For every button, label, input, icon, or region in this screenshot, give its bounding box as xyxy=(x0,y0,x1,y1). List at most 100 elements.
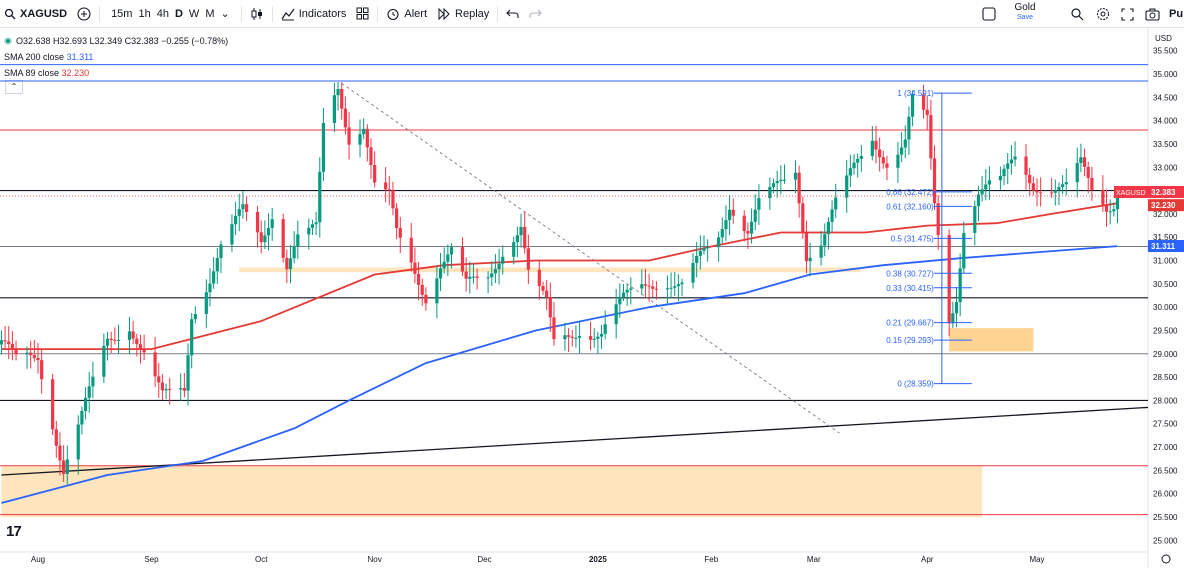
candle-body xyxy=(793,172,798,180)
snapshot-button[interactable] xyxy=(1145,0,1160,28)
candle-body xyxy=(281,219,285,258)
candle-body xyxy=(775,181,779,184)
candle-body xyxy=(62,460,66,474)
interval-4h[interactable]: 4h xyxy=(156,7,169,20)
fib-level-label: 0.66 (32.472) xyxy=(886,188,934,197)
candle-body xyxy=(241,204,245,210)
interval-d[interactable]: D xyxy=(174,7,183,20)
replay-button[interactable]: Replay xyxy=(432,0,494,28)
candle-body xyxy=(881,157,885,164)
sma200-legend[interactable]: SMA 200 close 31.311 xyxy=(4,49,228,65)
quick-search-button[interactable] xyxy=(1070,0,1084,28)
candle-body xyxy=(548,297,552,318)
interval-group: 15m 1h 4h D W M ⌄ xyxy=(103,0,238,28)
candle-body xyxy=(958,268,962,303)
fib-level-label: 0 (28.359) xyxy=(897,380,934,389)
candle-body xyxy=(259,232,263,243)
candle-body xyxy=(409,237,413,263)
candle-body xyxy=(896,154,900,168)
price-chart[interactable]: USD 35.500 35.000 34.500 34.000 33.500 33.000 3… xyxy=(0,28,1184,568)
candle-body xyxy=(852,162,856,169)
candle-body xyxy=(391,190,395,209)
candle-body xyxy=(127,331,132,340)
candle-body xyxy=(768,187,772,199)
candle-body xyxy=(10,343,14,349)
candle-body xyxy=(515,235,519,243)
search-icon xyxy=(4,8,16,19)
candle-body xyxy=(848,168,852,176)
interval-1h[interactable]: 1h xyxy=(138,7,151,20)
candle-body xyxy=(318,171,322,223)
candle-body xyxy=(442,261,446,269)
candle-body xyxy=(113,339,117,341)
candle-body xyxy=(395,208,399,229)
symbol-search[interactable]: XAGUSD xyxy=(0,0,72,28)
candle-body xyxy=(1090,177,1094,190)
layout-toggle[interactable] xyxy=(982,0,996,28)
candle-body xyxy=(885,163,889,168)
compare-button[interactable] xyxy=(72,0,96,28)
candle-body xyxy=(987,180,992,185)
sma89-line xyxy=(1,202,1118,351)
indicators-button[interactable]: Indicators xyxy=(276,0,352,28)
interval-m[interactable]: M xyxy=(205,7,215,20)
undo-button[interactable] xyxy=(501,0,524,28)
candle-body xyxy=(753,209,757,222)
candle-body xyxy=(596,336,600,339)
ohlc-values: O32.638 H32.693 L32.349 C32.383 −0.255 (… xyxy=(16,36,229,46)
x-tick-label: Feb xyxy=(704,555,718,564)
candle-body xyxy=(742,215,746,231)
candle-body xyxy=(362,128,366,135)
candle-body xyxy=(702,248,706,251)
candle-body xyxy=(51,379,55,430)
chart-type-button[interactable] xyxy=(245,0,269,28)
layout-save-box[interactable]: Gold Save xyxy=(1010,3,1040,25)
candle-body xyxy=(244,204,249,212)
candle-body xyxy=(384,182,388,190)
candle-body xyxy=(168,388,172,390)
candle-body xyxy=(212,271,216,284)
candle-body xyxy=(643,284,648,286)
interval-15m[interactable]: 15m xyxy=(111,7,133,20)
candle-body xyxy=(541,286,545,291)
candle-body xyxy=(984,184,988,190)
candle-body xyxy=(1009,159,1013,164)
settings-button[interactable] xyxy=(1096,0,1110,28)
price-tag-value: 32.230 xyxy=(1151,201,1176,210)
alert-button[interactable]: Alert xyxy=(381,0,432,28)
candle-body xyxy=(588,336,593,340)
candle-body xyxy=(724,220,728,230)
redo-button[interactable] xyxy=(524,0,547,28)
candle-body xyxy=(347,127,351,145)
x-tick-label: Nov xyxy=(368,555,382,564)
candle-body xyxy=(3,340,7,342)
candle-body xyxy=(1031,183,1035,191)
candle-body xyxy=(936,203,940,236)
y-tick-label: 31.000 xyxy=(1153,257,1178,266)
candle-body xyxy=(307,227,311,235)
top-toolbar: XAGUSD 15m 1h 4h D W M ⌄ Indicators Aler… xyxy=(0,0,1184,28)
candle-body xyxy=(746,230,750,234)
interval-w[interactable]: W xyxy=(188,7,200,20)
candle-body xyxy=(343,108,347,128)
candle-body xyxy=(358,134,362,145)
candle-body xyxy=(373,164,377,183)
support-zone xyxy=(239,267,862,273)
candle-body xyxy=(749,221,754,234)
publish-button[interactable]: Pu xyxy=(1169,8,1184,20)
gear-icon xyxy=(1096,7,1110,21)
templates-button[interactable] xyxy=(351,0,374,28)
candle-body xyxy=(680,282,684,285)
sma89-legend[interactable]: SMA 89 close 32.230 xyxy=(4,65,228,81)
y-tick-label: 26.000 xyxy=(1153,490,1178,499)
chevron-down-icon[interactable]: ⌄ xyxy=(220,8,230,20)
candle-body xyxy=(874,140,878,150)
symbol-tag-label: XAGUSD xyxy=(1116,190,1146,197)
candle-body xyxy=(552,317,556,340)
plus-circle-icon xyxy=(77,6,91,21)
candle-body xyxy=(651,286,655,289)
candle-body xyxy=(83,397,88,411)
fullscreen-button[interactable] xyxy=(1121,0,1134,28)
candle-body xyxy=(1082,157,1087,167)
candle-body xyxy=(698,250,702,256)
